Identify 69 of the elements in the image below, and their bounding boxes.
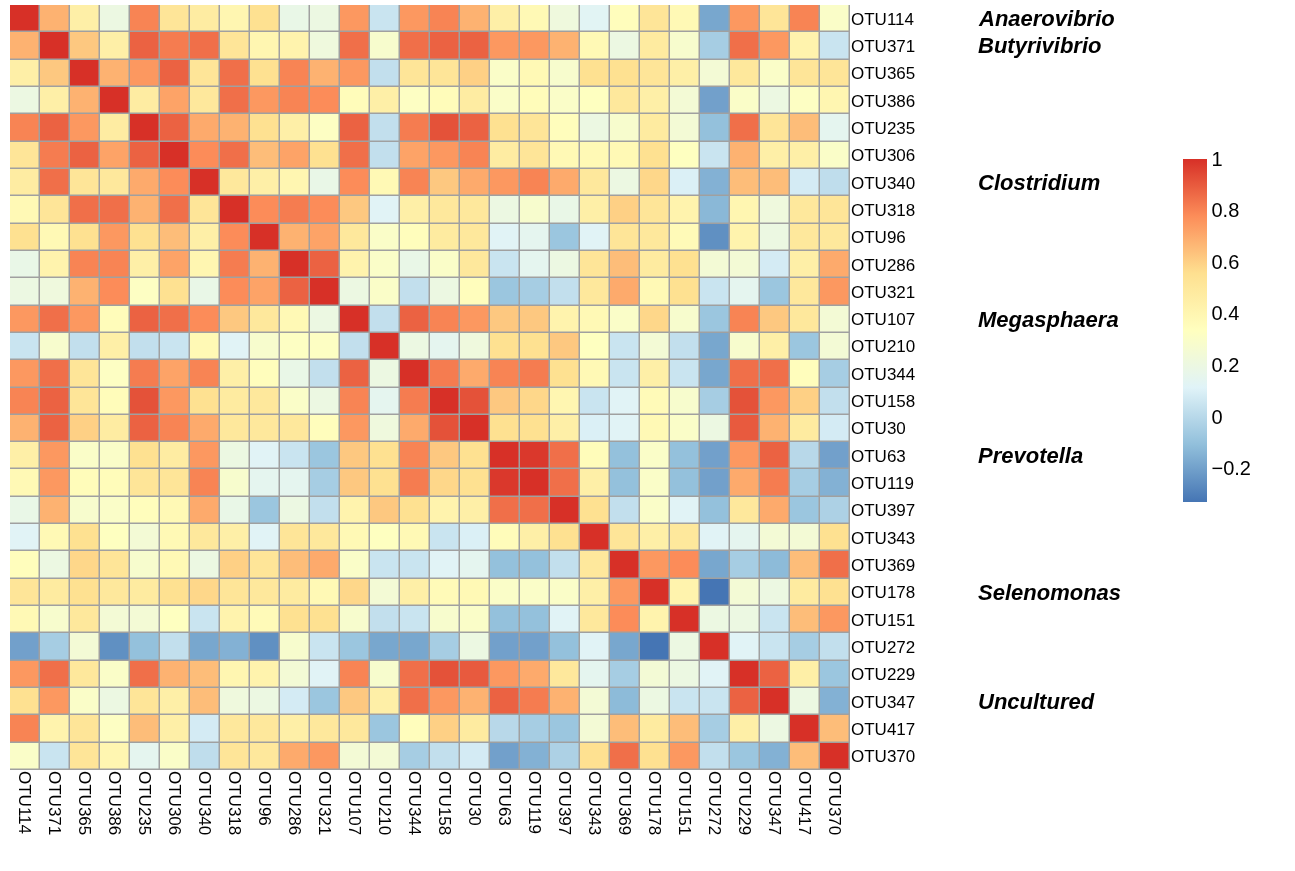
y-tick-label: OTU318: [851, 200, 916, 220]
y-tick-label: OTU158: [851, 392, 916, 412]
y-tick-label: OTU347: [851, 692, 916, 712]
color-bar-label: 0.6: [1211, 250, 1240, 273]
y-tick-label: OTU321: [851, 282, 916, 302]
y-tick-label: OTU178: [851, 583, 916, 603]
y-tick-label: OTU306: [851, 146, 916, 166]
color-bar-label: 0.2: [1211, 353, 1240, 376]
color-bar-label: 0.8: [1211, 199, 1240, 222]
x-tick-label: OTU210: [375, 771, 395, 836]
x-tick-label: OTU343: [585, 771, 605, 836]
x-tick-label: OTU158: [435, 771, 455, 836]
y-tick-label: OTU119: [851, 474, 914, 494]
y2-tick-label: Prevotella: [978, 443, 1084, 468]
x-tick-label: OTU344: [405, 771, 425, 836]
y-tick-label: OTU386: [851, 91, 916, 111]
x-tick-label: OTU347: [765, 771, 785, 836]
x-tick-label: OTU229: [735, 771, 755, 836]
color-bar-label: 1: [1211, 147, 1223, 170]
y-tick-label: OTU272: [851, 638, 916, 657]
x-tick-label: OTU321: [315, 771, 335, 836]
y-tick-label: OTU365: [851, 64, 916, 84]
y-tick-label: OTU107: [851, 310, 916, 330]
y-tick-label: OTU397: [851, 501, 916, 521]
x-tick-label: OTU178: [645, 771, 665, 836]
y-tick-label: OTU371: [851, 36, 916, 56]
y2-tick-label: Clostridium: [978, 170, 1101, 195]
y-tick-label: OTU30: [851, 419, 906, 439]
x-tick-label: OTU397: [555, 771, 575, 836]
y-tick-label: OTU96: [851, 228, 906, 248]
x-tick-label: OTU114: [15, 771, 35, 834]
y2-tick-label: Anaerovibrio: [978, 6, 1115, 31]
y-tick-label: OTU343: [851, 528, 916, 548]
y2-tick-label: Megasphaera: [978, 307, 1119, 332]
x-tick-label: OTU318: [225, 771, 245, 836]
x-tick-label: OTU286: [285, 771, 305, 836]
y2-tick-label: Butyrivibrio: [978, 33, 1102, 58]
x-tick-label: OTU369: [615, 771, 635, 836]
y-tick-label: OTU151: [851, 610, 916, 630]
x-tick-label: OTU63: [495, 771, 515, 826]
x-tick-label: OTU107: [345, 771, 365, 836]
x-tick-label: OTU371: [45, 771, 65, 836]
x-tick-label: OTU272: [705, 771, 725, 836]
y-tick-label: OTU340: [851, 173, 916, 193]
x-tick-label: OTU119: [525, 771, 545, 834]
y-tick-label: OTU210: [851, 337, 916, 357]
y2-tick-label: Selenomonas: [978, 580, 1122, 605]
y-tick-label: OTU369: [851, 556, 916, 576]
x-tick-label: OTU386: [105, 771, 125, 836]
y2-tick-label: Uncultured: [978, 689, 1095, 714]
x-tick-label: OTU235: [135, 771, 155, 836]
x-tick-label: OTU306: [165, 771, 185, 836]
y-tick-label: OTU229: [851, 665, 916, 685]
y-tick-label: OTU344: [851, 364, 916, 384]
color-bar-label: 0.4: [1211, 302, 1240, 325]
x-tick-label: OTU30: [465, 771, 485, 826]
x-tick-label: OTU365: [75, 771, 95, 836]
color-bar-label: 0: [1211, 405, 1223, 428]
y-tick-label: OTU286: [851, 255, 916, 275]
y-tick-label: OTU370: [851, 747, 916, 767]
x-tick-label: OTU417: [795, 771, 815, 836]
x-tick-label: OTU340: [195, 771, 215, 836]
x-tick-label: OTU151: [675, 771, 695, 836]
y-tick-label: OTU417: [851, 719, 916, 739]
color-bar-label: −0.2: [1211, 457, 1251, 480]
y-tick-label: OTU63: [851, 446, 906, 466]
y-tick-label: OTU235: [851, 118, 916, 138]
y-tick-label: OTU114: [851, 9, 914, 29]
x-tick-label: OTU96: [255, 771, 275, 826]
